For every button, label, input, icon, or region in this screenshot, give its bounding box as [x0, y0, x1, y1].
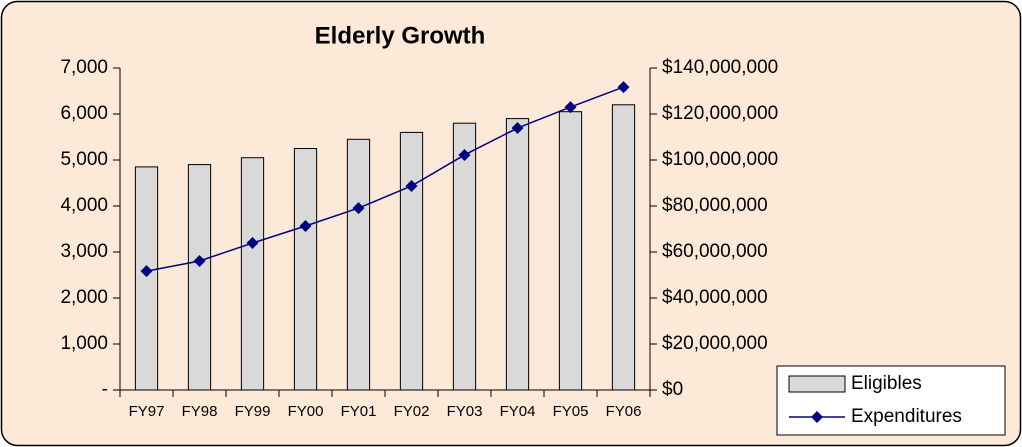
x-tick-label: FY02	[394, 403, 430, 420]
y-tick-label: 7,000	[60, 57, 108, 78]
y2-tick-label: $120,000,000	[662, 103, 778, 124]
x-tick-label: FY99	[235, 403, 271, 420]
y2-tick-label: $0	[662, 379, 683, 400]
x-tick-label: FY98	[182, 403, 218, 420]
marker	[564, 101, 577, 114]
y2-tick-label: $60,000,000	[662, 241, 768, 262]
bar	[399, 131, 424, 391]
x-tick-label: FY00	[288, 403, 324, 420]
x-tick-label: FY03	[447, 403, 483, 420]
y2-tick-label: $100,000,000	[662, 149, 778, 170]
marker	[299, 220, 312, 233]
x-tick-label: FY97	[129, 403, 165, 420]
bar	[346, 138, 371, 391]
bar	[452, 122, 477, 391]
bar	[293, 148, 318, 391]
bar	[558, 111, 583, 391]
bar	[187, 164, 212, 391]
y-tick-label: 4,000	[60, 195, 108, 216]
bar	[240, 157, 265, 391]
marker	[193, 254, 206, 267]
marker	[352, 202, 365, 215]
marker	[405, 179, 418, 192]
y2-tick-label: $80,000,000	[662, 195, 768, 216]
chart-title: Elderly Growth	[315, 22, 486, 49]
y2-tick-label: $40,000,000	[662, 287, 768, 308]
legend-label: Expenditures	[851, 406, 962, 427]
y-tick-label: -	[102, 379, 108, 400]
y2-tick-label: $140,000,000	[662, 57, 778, 78]
x-tick-label: FY01	[341, 403, 377, 420]
line	[146, 86, 624, 272]
y2-tick-label: $20,000,000	[662, 333, 768, 354]
y-tick-label: 3,000	[60, 241, 108, 262]
marker	[140, 265, 153, 278]
x-tick-label: FY06	[606, 403, 642, 420]
legend-label: Eligibles	[851, 373, 922, 394]
y-tick-label: 1,000	[60, 333, 108, 354]
y-tick-label: 2,000	[60, 287, 108, 308]
legend-swatch	[788, 375, 846, 393]
marker	[246, 237, 259, 250]
legend-marker	[811, 411, 823, 423]
marker	[617, 81, 630, 94]
y-tick-label: 6,000	[60, 103, 108, 124]
x-tick-label: FY05	[553, 403, 589, 420]
bar	[505, 118, 530, 391]
marker	[511, 122, 524, 135]
x-tick-label: FY04	[500, 403, 536, 420]
marker	[458, 148, 471, 161]
bar	[134, 166, 159, 391]
bar	[611, 104, 636, 391]
y-tick-label: 5,000	[60, 149, 108, 170]
